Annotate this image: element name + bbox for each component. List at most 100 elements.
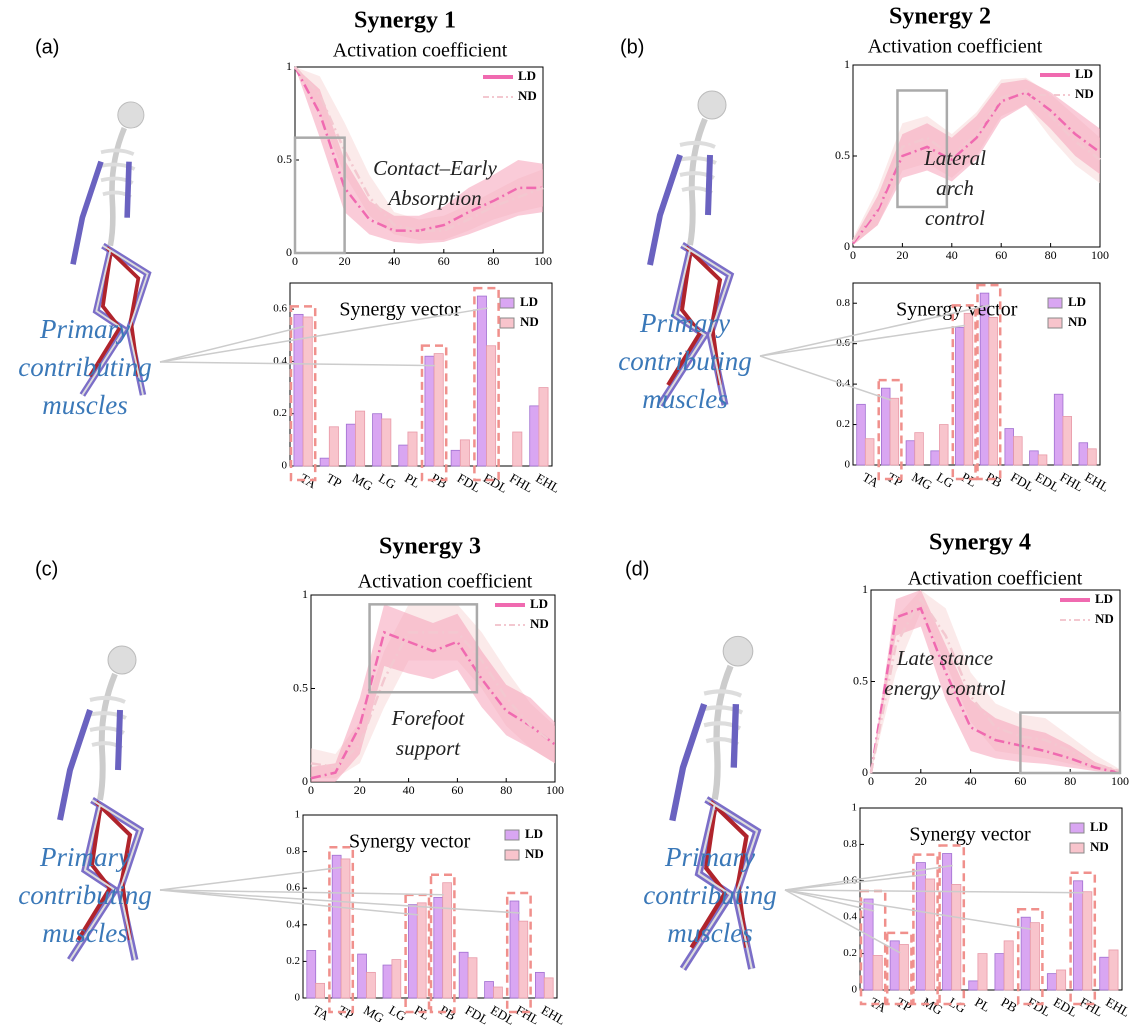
leader-line <box>159 361 436 367</box>
x-tick-label: TA <box>310 1002 332 1023</box>
tick-label: 40 <box>965 774 977 788</box>
highlight-box <box>951 304 977 481</box>
bar <box>467 957 478 999</box>
bar <box>518 920 529 999</box>
bar <box>355 410 366 467</box>
bar <box>512 431 523 467</box>
annotation: contributing <box>618 346 752 376</box>
tick-label: 40 <box>388 254 400 268</box>
x-tick-label: FDL <box>463 1002 492 1027</box>
annotation: contributing <box>18 880 152 910</box>
tick-label: 0 <box>852 984 858 996</box>
bar <box>493 986 503 999</box>
highlight-box <box>1019 711 1122 775</box>
bar <box>424 355 435 467</box>
error-band <box>853 79 1100 246</box>
legend-swatch <box>1069 842 1085 854</box>
leader-line <box>759 355 892 401</box>
bar <box>925 878 936 991</box>
tick-label: 0 <box>844 239 850 253</box>
tick-label: 0.4 <box>273 355 287 367</box>
legend-swatch <box>499 297 515 309</box>
tick-label: 0 <box>308 783 314 797</box>
bar <box>863 898 874 991</box>
bar <box>328 426 339 467</box>
leader-line <box>784 873 927 891</box>
chart-title: Synergy vector <box>909 824 1031 846</box>
bar <box>357 953 367 999</box>
x-tick-label: EDL <box>488 1002 517 1028</box>
highlight-box <box>328 846 355 1014</box>
highlight-box <box>938 844 966 1006</box>
panel-title: Synergy 3 <box>379 534 481 560</box>
x-tick-label: MG <box>909 469 935 492</box>
tick-label: 0 <box>292 254 298 268</box>
panel-title: Synergy 1 <box>354 8 456 34</box>
annotation: Late stance <box>896 646 993 670</box>
bar <box>543 977 554 999</box>
bar <box>366 971 376 999</box>
legend-label: ND <box>518 88 537 103</box>
leader-line <box>784 889 901 954</box>
x-tick-label: EDL <box>1051 994 1080 1020</box>
legend-label: ND <box>1095 611 1114 626</box>
legend-swatch <box>504 829 520 841</box>
tick-label: 1 <box>852 802 858 814</box>
tick-label: 0 <box>286 245 292 259</box>
legend-swatch <box>1069 822 1085 834</box>
annotation: muscles <box>42 918 127 948</box>
legend-label: ND <box>530 616 549 631</box>
tick-label: 60 <box>451 783 463 797</box>
panel-title: Synergy 2 <box>889 4 991 30</box>
bar <box>1013 436 1023 466</box>
x-tick-label: TA <box>860 469 882 490</box>
tick-label: 20 <box>915 774 927 788</box>
bar <box>942 853 953 991</box>
annotation: muscles <box>667 918 752 948</box>
bar <box>398 444 409 467</box>
legend-label: LD <box>1075 66 1093 81</box>
leader-line <box>784 889 875 912</box>
bar <box>315 982 325 999</box>
tick-label: 0.6 <box>286 882 300 894</box>
leader-line <box>159 307 488 363</box>
x-tick-label: TP <box>894 994 915 1015</box>
error-band <box>311 604 555 779</box>
x-tick-label: MG <box>350 470 376 493</box>
error-band <box>871 590 1120 773</box>
legend-swatch <box>504 849 520 861</box>
legend-label: ND <box>1068 314 1087 329</box>
legend-label: LD <box>518 68 536 83</box>
tick-label: 0.8 <box>836 297 850 309</box>
panel-label: (c) <box>35 558 58 580</box>
bar <box>345 423 356 467</box>
x-tick-label: MG <box>361 1002 387 1025</box>
error-band <box>853 77 1100 246</box>
tick-label: 0 <box>862 765 868 779</box>
x-tick-label: TP <box>324 470 345 491</box>
tick-label: 1 <box>286 59 292 73</box>
chart-title: Synergy vector <box>349 831 471 853</box>
annotation: Lateral <box>923 146 986 170</box>
tick-label: 0.4 <box>286 918 300 930</box>
leader-line <box>159 325 305 363</box>
highlight-box <box>859 889 887 1006</box>
error-band <box>295 67 543 244</box>
x-tick-label: FDL <box>455 470 484 495</box>
annotation: Primary <box>664 842 755 872</box>
highlight-box <box>877 378 903 481</box>
line <box>310 630 556 780</box>
bar <box>1073 880 1084 991</box>
tick-label: 0 <box>282 460 288 472</box>
legend-label: LD <box>520 294 538 309</box>
line <box>294 66 544 232</box>
tick-label: 0.5 <box>853 673 868 687</box>
bar <box>994 953 1005 991</box>
tick-label: 0.5 <box>293 680 308 694</box>
x-tick-label: EHL <box>1103 994 1131 1020</box>
tick-label: 0.5 <box>835 148 850 162</box>
bar <box>955 327 965 466</box>
bar <box>459 439 470 467</box>
tick-label: 100 <box>1111 774 1129 788</box>
leader-line <box>759 324 966 357</box>
